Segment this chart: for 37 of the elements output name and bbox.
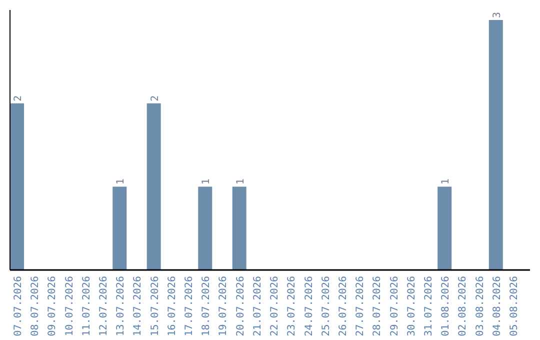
x-tick-label: 31.07.2026 [423, 276, 434, 336]
x-tick-label: 23.07.2026 [286, 276, 298, 336]
data-label: 1 [235, 178, 246, 185]
x-tick-label: 15.07.2026 [150, 276, 161, 336]
x-tick-label: 20.07.2026 [235, 276, 246, 336]
x-tick-label: 12.07.2026 [98, 276, 110, 336]
x-tick-label: 08.07.2026 [30, 276, 42, 336]
x-tick-label: 16.07.2026 [166, 276, 178, 336]
x-tick-label: 29.07.2026 [389, 276, 400, 336]
x-tick-label: 30.07.2026 [406, 276, 418, 336]
x-tick-label: 01.08.2026 [440, 276, 452, 336]
x-tick-label: 27.07.2026 [355, 276, 366, 336]
x-tick-label: 26.07.2026 [338, 276, 349, 336]
x-tick-label: 09.07.2026 [47, 276, 58, 336]
x-tick-label: 04.08.2026 [492, 276, 503, 336]
x-tick-label: 18.07.2026 [201, 276, 212, 336]
x-tick-label: 17.07.2026 [184, 276, 196, 336]
data-label: 2 [150, 95, 161, 102]
data-label: 3 [492, 12, 503, 18]
x-tick-label: 22.07.2026 [270, 276, 281, 336]
x-tick-label: 21.07.2026 [252, 276, 264, 336]
x-tick-label: 11.07.2026 [81, 276, 92, 336]
data-label: 1 [116, 178, 127, 185]
x-tick-label: 25.07.2026 [320, 276, 332, 336]
x-tick-label: 10.07.2026 [64, 276, 76, 336]
x-tick-label: 05.08.2026 [508, 276, 520, 336]
data-label: 1 [201, 178, 212, 185]
data-label: 1 [440, 178, 452, 185]
x-tick-label: 07.07.2026 [13, 276, 24, 336]
x-tick-label: 02.08.2026 [458, 276, 469, 336]
x-tick-label: 28.07.2026 [372, 276, 384, 336]
x-tick-label: 13.07.2026 [116, 276, 127, 336]
x-tick-label: 24.07.2026 [304, 276, 315, 336]
data-label: 2 [13, 95, 24, 102]
x-tick-label: 14.07.2026 [132, 276, 144, 336]
x-tick-label: 19.07.2026 [218, 276, 230, 336]
x-tick-label: 03.08.2026 [474, 276, 486, 336]
